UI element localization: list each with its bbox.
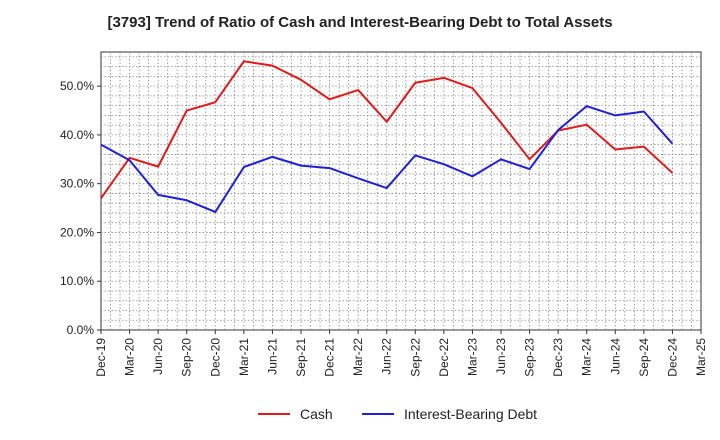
series-layer [100,60,674,213]
x-tick-label: Sep-23 [523,338,537,377]
legend: Cash Interest-Bearing Debt [258,406,537,422]
x-tick-label: Dec-20 [208,338,222,377]
y-tick-label: 10.0% [60,274,94,288]
x-tick-label: Jun-23 [494,338,508,375]
x-tick-label: Dec-23 [551,338,565,377]
x-tick-label: Jun-22 [380,338,394,375]
x-tick-label: Mar-22 [351,338,365,376]
x-tick-label: Sep-21 [294,338,308,377]
x-tick-label: Jun-20 [151,338,165,375]
x-tick-label: Jun-21 [265,338,279,375]
y-tick-label: 0.0% [67,323,95,337]
x-tick-label: Mar-20 [123,338,137,376]
y-tick-label: 40.0% [60,128,94,142]
legend-label-cash: Cash [300,406,333,422]
legend-label-interest-bearing-debt: Interest-Bearing Debt [404,406,537,422]
x-tick-label: Dec-24 [665,338,679,377]
x-tick-label: Mar-25 [694,338,708,376]
x-tick-label: Mar-21 [237,338,251,376]
x-tick-label: Mar-23 [465,338,479,376]
x-tick-label: Mar-24 [580,338,594,376]
x-tick-label: Sep-20 [180,338,194,377]
y-tick-label: 20.0% [60,225,94,239]
series-line-interest-bearing-debt [100,105,674,213]
x-tick-label: Dec-19 [94,338,108,377]
x-tick-label: Dec-21 [323,338,337,377]
grid-layer [100,51,702,331]
x-tick-label: Jun-24 [608,338,622,375]
series-line-cash [100,60,674,199]
x-tick-label: Dec-22 [437,338,451,377]
x-tick-label: Sep-22 [408,338,422,377]
y-tick-label: 30.0% [60,177,94,191]
chart-title: [3793] Trend of Ratio of Cash and Intere… [107,14,613,31]
x-tick-label: Sep-24 [637,338,651,377]
plot-area [100,51,702,331]
axis-layer: 0.0% 10.0% 20.0% 30.0% 40.0% 50.0% Dec-19 Mar-2… [60,79,708,377]
y-tick-label: 50.0% [60,79,94,93]
